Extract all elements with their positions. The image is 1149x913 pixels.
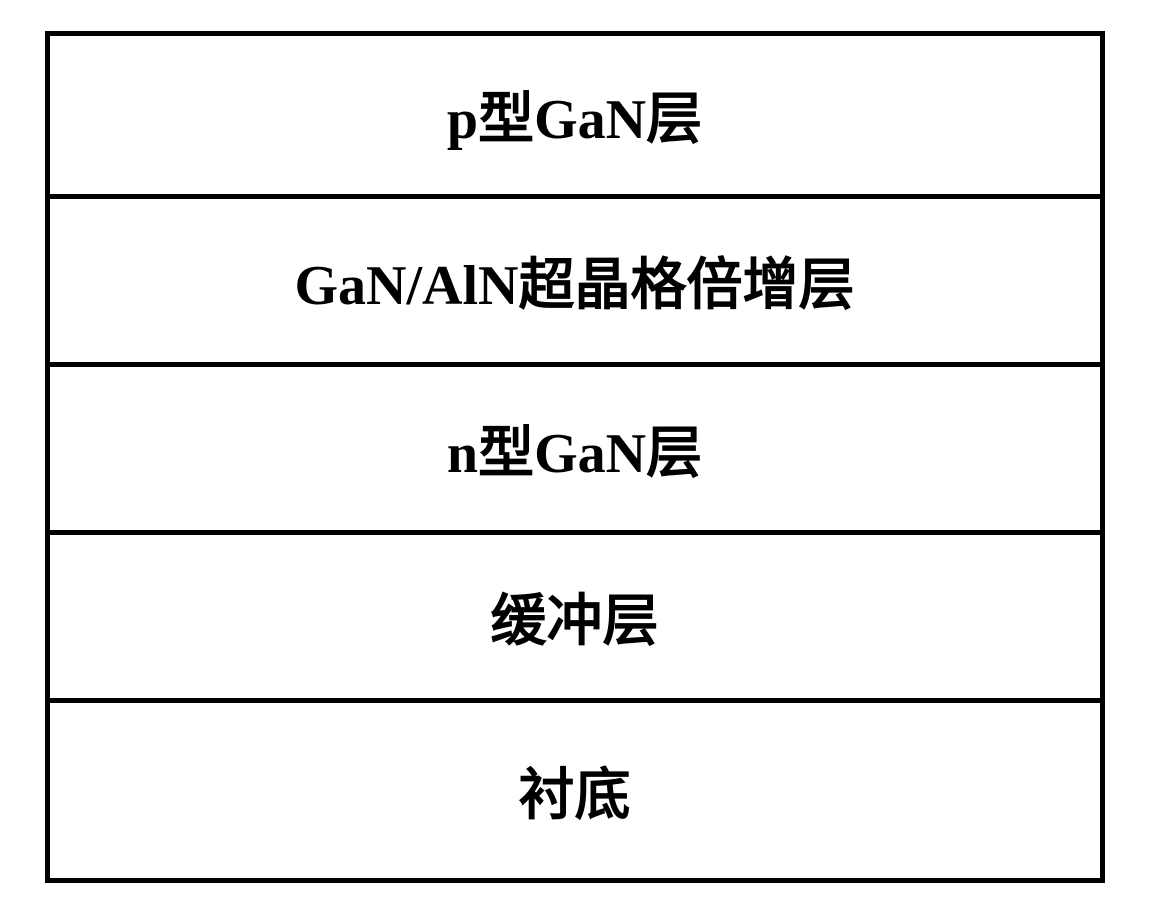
layer-row: GaN/AlN超晶格倍增层: [45, 199, 1105, 367]
layer-label: GaN/AlN超晶格倍增层: [295, 240, 855, 321]
layer-stack-diagram: p型GaN层 GaN/AlN超晶格倍增层 n型GaN层 缓冲层 衬底: [45, 31, 1105, 883]
layer-label: n型GaN层: [447, 408, 702, 489]
layer-row: n型GaN层: [45, 367, 1105, 535]
layer-label: 衬底: [519, 750, 631, 831]
layer-row: 衬底: [45, 703, 1105, 883]
layer-row: 缓冲层: [45, 535, 1105, 703]
layer-label: 缓冲层: [491, 576, 659, 657]
layer-label: p型GaN层: [447, 74, 702, 155]
layer-row: p型GaN层: [45, 31, 1105, 199]
